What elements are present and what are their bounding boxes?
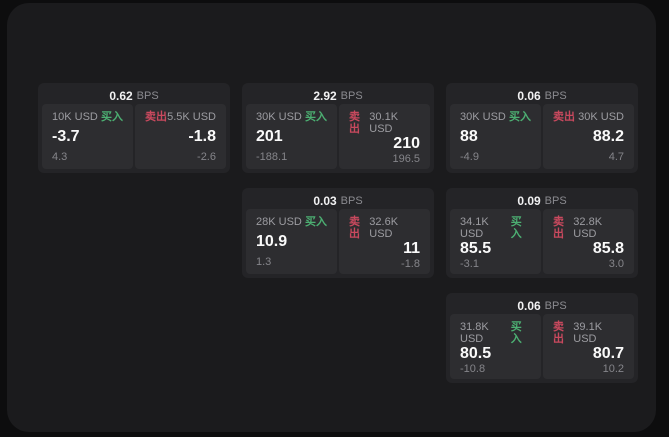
sell-side-label: 卖出 xyxy=(145,111,167,123)
sell-side-label: 卖出 xyxy=(553,321,564,345)
buy-side-label: 买入 xyxy=(305,216,327,228)
sell-notional: 39.1K USD xyxy=(573,321,603,345)
sell-quote-tile[interactable]: 卖出 32.8K USD 85.8 3.0 xyxy=(543,209,634,274)
spread-value: 0.06 xyxy=(517,298,541,313)
spread-unit: BPS xyxy=(544,194,567,207)
sell-quote-tile[interactable]: 卖出 30.1K USD 210 196.5 xyxy=(339,104,430,169)
sell-quote-tile[interactable]: 卖出 5.5K USD -1.8 -2.6 xyxy=(135,104,226,169)
sell-side-label: 卖出 xyxy=(553,111,575,123)
buy-price: 201 xyxy=(256,128,283,145)
buy-price: 88 xyxy=(460,128,478,145)
spread-unit: BPS xyxy=(544,299,567,312)
buy-quote-tile[interactable]: 10K USD 买入 -3.7 4.3 xyxy=(42,104,133,169)
buy-notional: 31.8K USD xyxy=(460,321,489,345)
spread-header: 0.62 BPS xyxy=(42,87,226,104)
buy-quote-tile[interactable]: 30K USD 买入 201 -188.1 xyxy=(246,104,337,169)
buy-price: 10.9 xyxy=(256,233,288,250)
sell-side-label: 卖出 xyxy=(349,111,360,135)
sell-delta: -2.6 xyxy=(197,151,216,163)
buy-side-label: 买入 xyxy=(510,321,522,345)
sell-quote-tile[interactable]: 卖出 30K USD 88.2 4.7 xyxy=(543,104,634,169)
spread-header: 0.03 BPS xyxy=(246,192,430,209)
buy-quote-tile[interactable]: 30K USD 买入 88 -4.9 xyxy=(450,104,541,169)
quote-card: 0.09 BPS 34.1K USD 买入 85.5 -3.1 卖出 32.8K… xyxy=(446,188,638,278)
quote-card: 2.92 BPS 30K USD 买入 201 -188.1 卖出 30.1K … xyxy=(242,83,434,173)
buy-side-label: 买入 xyxy=(510,216,522,240)
buy-quote-tile[interactable]: 28K USD 买入 10.9 1.3 xyxy=(246,209,337,274)
spread-value: 2.92 xyxy=(313,88,337,103)
sell-price: 85.8 xyxy=(592,240,624,257)
buy-delta: -3.1 xyxy=(460,258,479,270)
buy-quote-tile[interactable]: 34.1K USD 买入 85.5 -3.1 xyxy=(450,209,541,274)
sell-side-label: 卖出 xyxy=(553,216,564,240)
sell-notional: 30.1K USD xyxy=(369,111,399,135)
sell-side-label: 卖出 xyxy=(349,216,360,240)
sell-delta: 196.5 xyxy=(392,153,420,165)
spread-value: 0.03 xyxy=(313,193,337,208)
spread-header: 0.09 BPS xyxy=(450,192,634,209)
buy-side-label: 买入 xyxy=(509,111,531,123)
spread-unit: BPS xyxy=(340,89,363,102)
sell-price: -1.8 xyxy=(188,128,216,145)
sell-delta: 10.2 xyxy=(602,363,624,375)
buy-notional: 34.1K USD xyxy=(460,216,489,240)
spread-value: 0.62 xyxy=(109,88,133,103)
quote-card: 0.62 BPS 10K USD 买入 -3.7 4.3 卖出 5.5K USD… xyxy=(38,83,230,173)
spread-value: 0.06 xyxy=(517,88,541,103)
spread-value: 0.09 xyxy=(517,193,541,208)
buy-delta: -188.1 xyxy=(256,151,288,163)
spread-unit: BPS xyxy=(340,194,363,207)
buy-side-label: 买入 xyxy=(101,111,123,123)
sell-notional: 5.5K USD xyxy=(167,111,216,123)
sell-delta: 3.0 xyxy=(608,258,624,270)
sell-price: 80.7 xyxy=(592,345,624,362)
spread-header: 0.06 BPS xyxy=(450,297,634,314)
buy-price: -3.7 xyxy=(52,128,80,145)
sell-notional: 30K USD xyxy=(578,111,624,123)
sell-quote-tile[interactable]: 卖出 39.1K USD 80.7 10.2 xyxy=(543,314,634,379)
sell-price: 11 xyxy=(403,240,420,257)
buy-side-label: 买入 xyxy=(305,111,327,123)
buy-price: 80.5 xyxy=(460,345,492,362)
buy-delta: -10.8 xyxy=(460,363,486,375)
quote-card: 0.06 BPS 31.8K USD 买入 80.5 -10.8 卖出 39.1… xyxy=(446,293,638,383)
sell-quote-tile[interactable]: 卖出 32.6K USD 11 -1.8 xyxy=(339,209,430,274)
sell-delta: -1.8 xyxy=(401,258,420,270)
spread-unit: BPS xyxy=(544,89,567,102)
quote-card: 0.06 BPS 30K USD 买入 88 -4.9 卖出 30K USD 8… xyxy=(446,83,638,173)
spread-header: 0.06 BPS xyxy=(450,87,634,104)
buy-notional: 30K USD xyxy=(460,111,506,123)
spread-header: 2.92 BPS xyxy=(246,87,430,104)
buy-quote-tile[interactable]: 31.8K USD 买入 80.5 -10.8 xyxy=(450,314,541,379)
sell-notional: 32.6K USD xyxy=(369,216,399,240)
spread-unit: BPS xyxy=(136,89,159,102)
sell-notional: 32.8K USD xyxy=(573,216,603,240)
buy-delta: -4.9 xyxy=(460,151,479,163)
buy-notional: 30K USD xyxy=(256,111,302,123)
buy-notional: 28K USD xyxy=(256,216,302,228)
sell-delta: 4.7 xyxy=(608,151,624,163)
sell-price: 88.2 xyxy=(592,128,624,145)
buy-notional: 10K USD xyxy=(52,111,98,123)
sell-price: 210 xyxy=(393,135,420,152)
buy-delta: 4.3 xyxy=(52,151,68,163)
buy-delta: 1.3 xyxy=(256,256,272,268)
quote-card: 0.03 BPS 28K USD 买入 10.9 1.3 卖出 32.6K US… xyxy=(242,188,434,278)
buy-price: 85.5 xyxy=(460,240,492,257)
quote-grid: 0.62 BPS 10K USD 买入 -3.7 4.3 卖出 5.5K USD… xyxy=(38,83,638,383)
